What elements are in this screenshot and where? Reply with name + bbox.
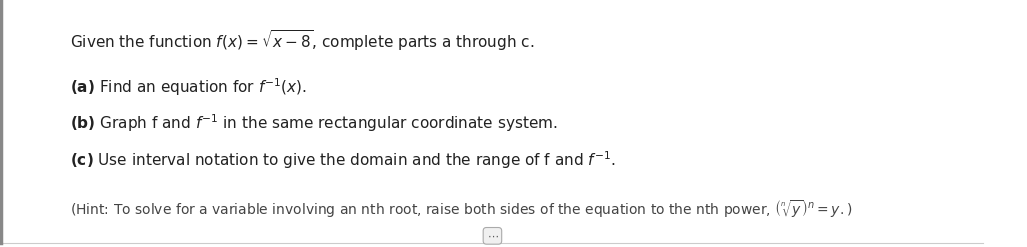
Text: $\mathbf{(b)}$ Graph f and $f^{-1}$ in the same rectangular coordinate system.: $\mathbf{(b)}$ Graph f and $f^{-1}$ in t… (70, 113, 558, 134)
Text: (Hint: To solve for a variable involving an nth root, raise both sides of the eq: (Hint: To solve for a variable involving… (70, 198, 852, 220)
Text: $\mathbf{(c)}$ Use interval notation to give the domain and the range of f and $: $\mathbf{(c)}$ Use interval notation to … (70, 149, 616, 171)
Text: $\mathbf{(a)}$ Find an equation for $f^{-1}(x)$.: $\mathbf{(a)}$ Find an equation for $f^{… (70, 76, 307, 98)
Text: $\cdots$: $\cdots$ (487, 231, 498, 241)
Text: Given the function $f(x)=\sqrt{x-8}$, complete parts a through c.: Given the function $f(x)=\sqrt{x-8}$, co… (70, 28, 535, 53)
